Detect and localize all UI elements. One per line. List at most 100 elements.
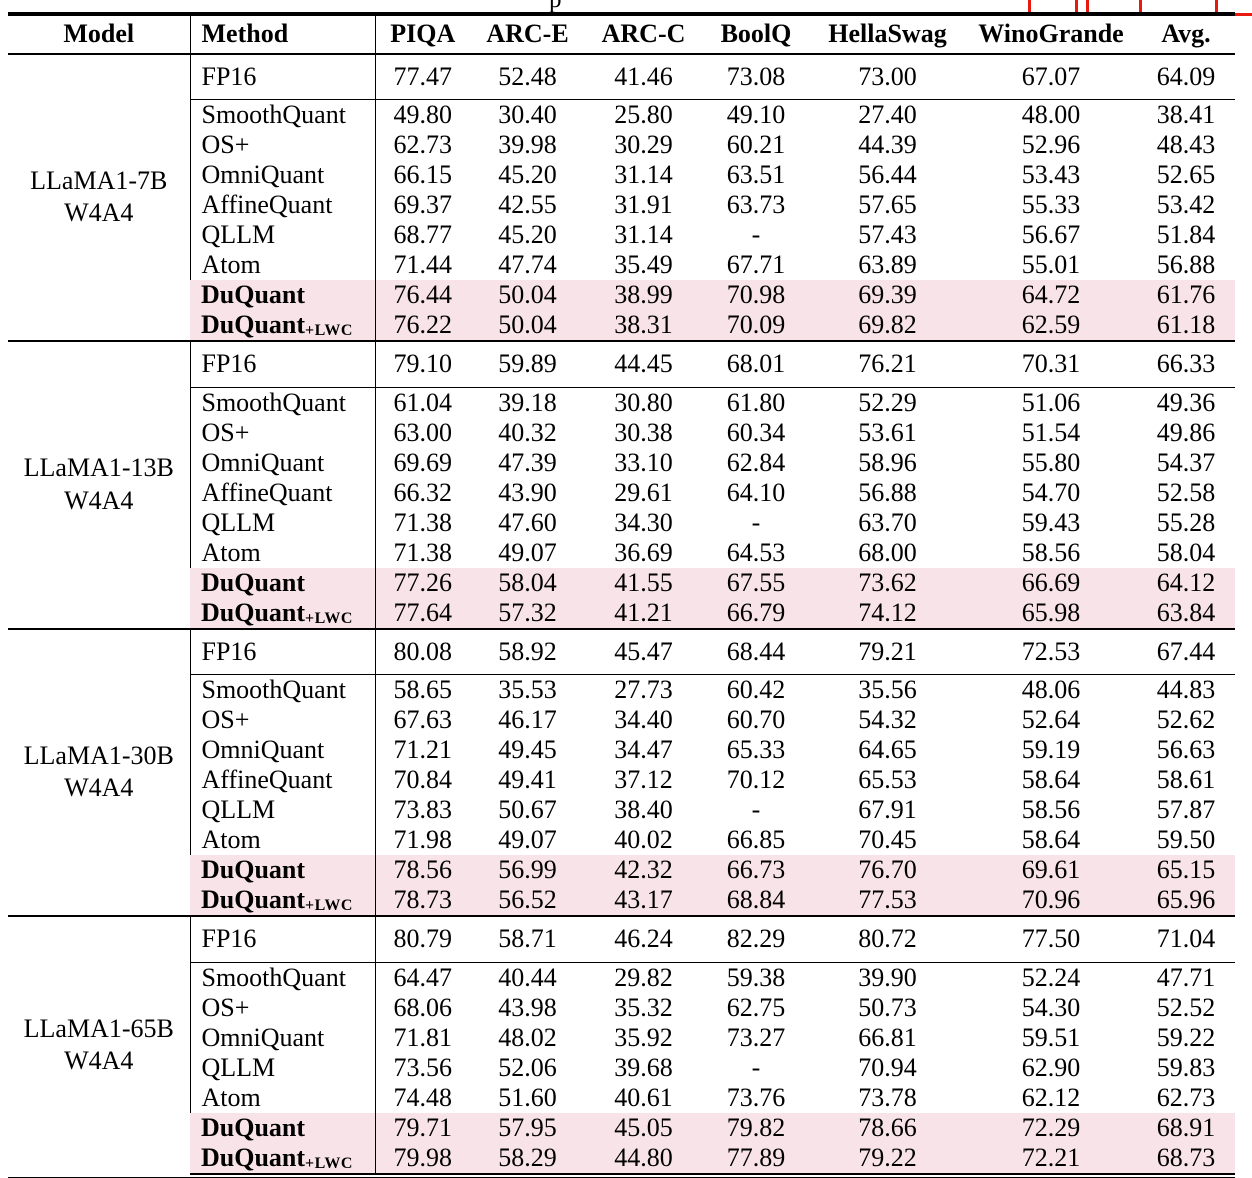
value-cell: 69.61 bbox=[965, 855, 1137, 885]
caption-fragment: p bbox=[549, 0, 562, 14]
value-cell: 64.72 bbox=[965, 280, 1137, 310]
value-cell: 79.98 bbox=[375, 1142, 470, 1175]
method-cell: OmniQuant bbox=[189, 1022, 376, 1053]
value-cell: 51.54 bbox=[1021, 417, 1081, 447]
value-cell: 73.76 bbox=[726, 1082, 786, 1112]
value-cell: 58.92 bbox=[470, 628, 585, 675]
value-cell: 70.94 bbox=[858, 1052, 917, 1082]
value-cell: 63.89 bbox=[858, 250, 917, 279]
value-cell: 59.50 bbox=[1156, 825, 1216, 854]
value-cell: 55.28 bbox=[1156, 507, 1216, 537]
value-cell: 64.09 bbox=[1137, 53, 1235, 100]
value-cell: 59.38 bbox=[726, 962, 786, 992]
value-cell: 70.84 bbox=[393, 765, 453, 794]
value-cell: - bbox=[751, 795, 761, 824]
value-cell: 49.07 bbox=[498, 537, 557, 567]
value-cell: 31.91 bbox=[614, 190, 673, 219]
value-cell: 70.12 bbox=[726, 765, 786, 794]
value-cell: 65.96 bbox=[1137, 885, 1235, 917]
value-cell: 62.12 bbox=[1021, 1082, 1081, 1112]
method-row: OS+ 67.63 46.17 34.40 60.70 54.32 52.64 52.62 bbox=[8, 705, 1235, 735]
cropped-caption-strip: p bbox=[0, 0, 1252, 16]
method-label: QLLM bbox=[201, 220, 276, 249]
value-cell: 50.67 bbox=[498, 795, 557, 824]
value-cell: 70.45 bbox=[858, 825, 917, 854]
value-cell: 39.68 bbox=[614, 1052, 673, 1082]
method-label: Atom bbox=[201, 825, 261, 854]
value-cell: 25.80 bbox=[614, 100, 673, 129]
method-row: Atom 71.38 49.07 36.69 64.53 68.00 58.56 58.04 bbox=[8, 537, 1235, 568]
value-cell: 68.77 bbox=[393, 220, 453, 249]
method-label: SmoothQuant bbox=[201, 962, 346, 992]
method-cell: FP16 bbox=[189, 341, 376, 388]
method-cell: Atom bbox=[189, 1082, 376, 1113]
value-cell: 78.56 bbox=[375, 855, 470, 885]
method-cell: Atom bbox=[189, 250, 376, 280]
method-row: QLLM 68.77 45.20 31.14 - 57.43 56.67 51.84 bbox=[8, 220, 1235, 250]
value-cell: 72.53 bbox=[965, 628, 1137, 675]
method-cell: SmoothQuant bbox=[189, 674, 376, 705]
value-cell: 52.58 bbox=[1156, 477, 1216, 507]
value-cell: 54.70 bbox=[1021, 477, 1081, 507]
method-row: OmniQuant 71.21 49.45 34.47 65.33 64.65 59.19 5… bbox=[8, 735, 1235, 765]
method-label: DuQuant bbox=[201, 855, 306, 884]
value-cell: 53.61 bbox=[858, 417, 917, 447]
value-cell: 62.90 bbox=[1021, 1052, 1081, 1082]
value-cell: 58.65 bbox=[393, 675, 453, 704]
value-cell: 46.17 bbox=[498, 705, 557, 734]
method-label: FP16 bbox=[201, 636, 257, 666]
method-cell: FP16 bbox=[189, 628, 376, 675]
value-cell: 59.22 bbox=[1156, 1022, 1216, 1052]
method-row: Atom 71.98 49.07 40.02 66.85 70.45 58.64 59.50 bbox=[8, 825, 1235, 855]
value-cell: 58.04 bbox=[470, 567, 585, 598]
model-name: LLaMA1-7B bbox=[30, 165, 168, 195]
method-label: Atom bbox=[201, 1082, 261, 1112]
value-cell: 52.96 bbox=[1021, 130, 1081, 159]
value-cell: 58.29 bbox=[470, 1142, 585, 1175]
value-cell: 50.04 bbox=[470, 280, 585, 310]
method-cell: OmniQuant bbox=[189, 160, 376, 190]
value-cell: 67.63 bbox=[393, 705, 453, 734]
column-header: Avg. bbox=[1137, 15, 1235, 55]
duquant-row: DuQuant+LWC 78.73 56.52 43.17 68.84 77.53 70.9… bbox=[8, 885, 1235, 917]
value-cell: 38.40 bbox=[614, 795, 673, 824]
value-cell: 61.80 bbox=[726, 387, 786, 417]
value-cell: 43.90 bbox=[498, 477, 557, 507]
value-cell: 66.33 bbox=[1137, 341, 1235, 388]
duquant-row: DuQuant 78.56 56.99 42.32 66.73 76.70 69.61 65.… bbox=[8, 855, 1235, 885]
method-label: SmoothQuant bbox=[201, 100, 346, 129]
value-cell: 68.00 bbox=[858, 537, 917, 567]
method-label: AffineQuant bbox=[201, 190, 333, 219]
table-wrap: Model Method PIQA ARC-E ARC-C BoolQ HellaSwag W… bbox=[8, 15, 1235, 1178]
value-cell: 33.10 bbox=[614, 447, 673, 477]
method-cell: OS+ bbox=[189, 992, 376, 1023]
value-cell: 31.14 bbox=[614, 160, 673, 189]
fp16-row: LLaMA1-65B W4A4 FP16 80.79 58.71 46.24 82.29 80… bbox=[8, 916, 1235, 1075]
value-cell: 58.64 bbox=[1021, 765, 1081, 794]
value-cell: 71.38 bbox=[393, 507, 453, 537]
value-cell: 73.08 bbox=[702, 53, 810, 100]
value-cell: 69.69 bbox=[393, 447, 453, 477]
method-row: SmoothQuant 64.47 40.44 29.82 59.38 39.90 52.2… bbox=[8, 962, 1235, 993]
value-cell: 43.17 bbox=[585, 885, 702, 917]
value-cell: 72.29 bbox=[965, 1112, 1137, 1143]
value-cell: 76.21 bbox=[810, 341, 965, 388]
value-cell: 57.32 bbox=[470, 597, 585, 630]
method-row: SmoothQuant 61.04 39.18 30.80 61.80 52.29 51.0… bbox=[8, 387, 1235, 418]
value-cell: 64.10 bbox=[726, 477, 786, 507]
value-cell: 74.48 bbox=[393, 1082, 453, 1112]
value-cell: 39.98 bbox=[498, 130, 557, 159]
method-cell: OmniQuant bbox=[189, 735, 376, 765]
method-cell: DuQuant+LWC bbox=[190, 1142, 376, 1175]
value-cell: 30.38 bbox=[614, 417, 673, 447]
value-cell: 53.42 bbox=[1156, 190, 1216, 219]
value-cell: 77.26 bbox=[375, 567, 470, 598]
value-cell: 62.84 bbox=[726, 447, 786, 477]
value-cell: 39.18 bbox=[498, 387, 557, 417]
value-cell: 58.56 bbox=[1021, 795, 1081, 824]
method-cell: Atom bbox=[189, 537, 376, 568]
method-row: OmniQuant 66.15 45.20 31.14 63.51 56.44 53.43 5… bbox=[8, 160, 1235, 190]
value-cell: 70.09 bbox=[702, 310, 810, 342]
value-cell: 34.47 bbox=[614, 735, 673, 764]
